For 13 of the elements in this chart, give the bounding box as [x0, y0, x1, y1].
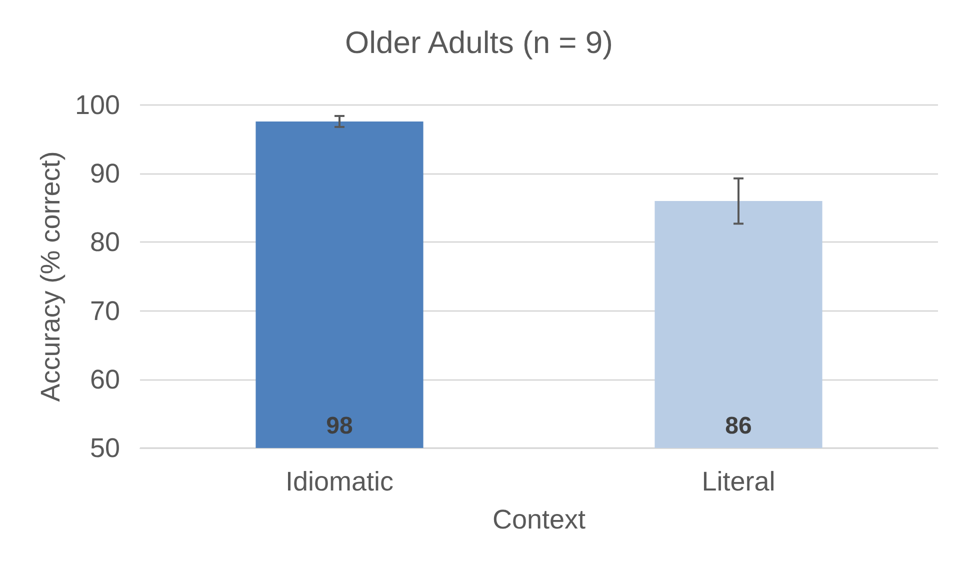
x-tick-label: Idiomatic [285, 466, 394, 496]
x-axis-title: Context [492, 504, 586, 534]
y-tick-label: 100 [74, 90, 120, 120]
y-tick-label: 70 [90, 296, 120, 326]
data-label: 86 [725, 412, 752, 440]
y-tick-label: 60 [90, 364, 120, 394]
x-tick-label: Literal [702, 466, 776, 496]
data-label: 98 [326, 412, 353, 440]
y-tick-label: 80 [90, 227, 120, 258]
y-tick-label: 90 [90, 158, 120, 189]
y-tick-label: 50 [90, 433, 120, 463]
y-axis-title: Accuracy (% correct) [36, 151, 66, 402]
chart-title: Older Adults (n = 9) [345, 25, 613, 60]
